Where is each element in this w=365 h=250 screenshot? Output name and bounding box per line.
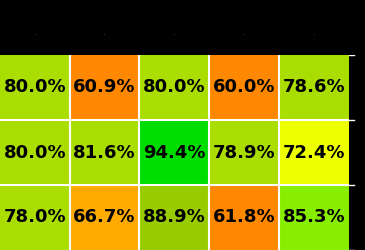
Text: 72.4%: 72.4%: [283, 144, 345, 162]
Bar: [279, 120, 349, 185]
Bar: [209, 185, 279, 250]
Text: 60.9%: 60.9%: [73, 78, 136, 96]
Bar: [279, 55, 349, 120]
Bar: [209, 55, 279, 120]
Bar: [279, 185, 349, 250]
Bar: [70, 185, 139, 250]
Bar: [0, 185, 70, 250]
Text: 88.9%: 88.9%: [143, 208, 205, 226]
Text: 94.4%: 94.4%: [143, 144, 205, 162]
Bar: [139, 55, 209, 120]
Text: 85.3%: 85.3%: [283, 208, 345, 226]
Text: 60.0%: 60.0%: [213, 78, 275, 96]
Bar: [70, 55, 139, 120]
Text: .: .: [104, 32, 105, 36]
Text: 66.7%: 66.7%: [73, 208, 136, 226]
Text: 78.9%: 78.9%: [213, 144, 275, 162]
Text: 81.6%: 81.6%: [73, 144, 136, 162]
Bar: [70, 120, 139, 185]
Text: 78.6%: 78.6%: [283, 78, 345, 96]
Text: .: .: [313, 32, 314, 36]
Bar: [139, 185, 209, 250]
Text: .: .: [34, 32, 35, 36]
Text: 80.0%: 80.0%: [4, 78, 66, 96]
Bar: [139, 120, 209, 185]
Bar: [0, 55, 70, 120]
Text: 78.0%: 78.0%: [4, 208, 66, 226]
Text: 80.0%: 80.0%: [143, 78, 205, 96]
Text: .: .: [174, 32, 175, 36]
Bar: [0, 120, 70, 185]
Text: .: .: [243, 32, 245, 36]
Bar: [209, 120, 279, 185]
Text: 61.8%: 61.8%: [213, 208, 275, 226]
Text: 80.0%: 80.0%: [4, 144, 66, 162]
